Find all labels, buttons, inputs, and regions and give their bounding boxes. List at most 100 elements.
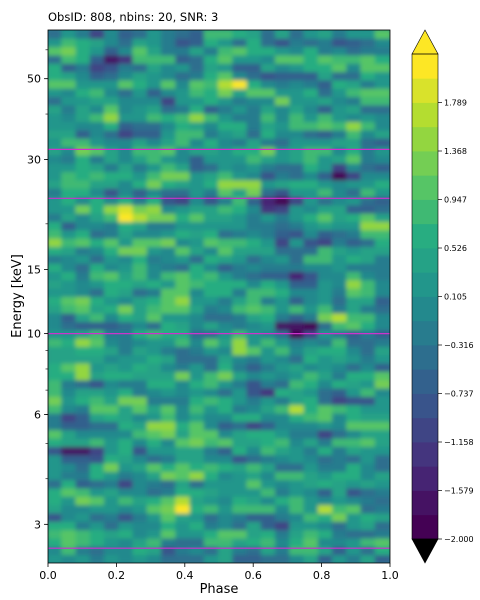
heatmap-cell xyxy=(175,37,192,48)
heatmap-cell xyxy=(246,504,263,514)
heatmap-cell xyxy=(75,212,92,222)
heatmap-cell xyxy=(175,246,192,256)
heatmap-cell xyxy=(232,87,249,98)
heatmap-cell xyxy=(246,96,263,106)
heatmap-cell xyxy=(189,54,206,64)
heatmap-cell xyxy=(189,371,206,381)
heatmap-cell xyxy=(89,154,107,164)
heatmap-cell xyxy=(218,104,235,114)
heatmap-cell xyxy=(260,171,278,181)
heatmap-cell xyxy=(332,212,349,222)
heatmap-cell xyxy=(260,237,278,247)
heatmap-cell xyxy=(61,395,78,406)
heatmap-cell xyxy=(260,462,278,472)
heatmap-cell xyxy=(75,54,92,64)
heatmap-cell xyxy=(246,379,263,389)
heatmap-cell xyxy=(89,321,107,331)
heatmap-cell xyxy=(75,362,92,372)
heatmap-cell xyxy=(203,337,221,347)
heatmap-cell xyxy=(132,262,149,272)
heatmap-cell xyxy=(118,412,135,422)
heatmap-cell xyxy=(104,537,121,547)
heatmap-cell xyxy=(75,379,92,389)
heatmap-cell xyxy=(360,487,377,497)
heatmap-cell xyxy=(161,321,178,331)
heatmap-cell xyxy=(146,495,164,506)
heatmap-cell xyxy=(289,87,306,98)
heatmap-cell xyxy=(189,179,206,189)
heatmap-cell xyxy=(260,437,278,447)
heatmap-cell xyxy=(203,46,221,56)
heatmap-cell xyxy=(346,104,363,114)
heatmap-cell xyxy=(203,37,221,48)
heatmap-cell xyxy=(246,387,263,397)
heatmap-cell xyxy=(275,437,292,447)
heatmap-cell xyxy=(317,30,335,39)
heatmap-cell xyxy=(104,346,121,356)
heatmap-cell xyxy=(104,154,121,164)
heatmap-cell xyxy=(303,279,320,289)
heatmap-cell xyxy=(346,121,363,131)
heatmap-cell xyxy=(360,387,377,397)
heatmap-cell xyxy=(175,71,192,81)
heatmap-cell xyxy=(360,445,377,456)
heatmap-cell xyxy=(374,312,390,322)
heatmap-cell xyxy=(260,504,278,514)
heatmap-cell xyxy=(260,146,278,156)
heatmap-cell xyxy=(161,121,178,131)
heatmap-cell xyxy=(61,254,78,264)
heatmap-cell xyxy=(332,312,349,322)
heatmap-cell xyxy=(260,387,278,397)
heatmap-cell xyxy=(203,437,221,447)
heatmap-cell xyxy=(360,346,377,356)
heatmap-cell xyxy=(275,412,292,422)
heatmap-cell xyxy=(161,512,178,522)
heatmap-cell xyxy=(246,312,263,322)
heatmap-cell xyxy=(246,154,263,164)
heatmap-cell xyxy=(132,312,149,322)
heatmap-cell xyxy=(374,346,390,356)
heatmap-cell xyxy=(61,420,78,431)
heatmap-cell xyxy=(303,487,320,497)
heatmap-cell xyxy=(132,346,149,356)
heatmap-cell xyxy=(203,212,221,222)
heatmap-cell xyxy=(61,179,78,189)
heatmap-cell xyxy=(332,362,349,372)
heatmap-cell xyxy=(303,429,320,439)
heatmap-cell xyxy=(360,262,377,272)
heatmap-cell xyxy=(303,470,320,481)
heatmap-cell xyxy=(132,254,149,264)
heatmap-cell xyxy=(218,187,235,197)
heatmap-cell xyxy=(146,346,164,356)
heatmap-cell xyxy=(61,346,78,356)
heatmap-cell xyxy=(175,312,192,322)
heatmap-cell xyxy=(89,479,107,489)
heatmap-cell xyxy=(203,71,221,81)
heatmap-cell xyxy=(48,462,64,472)
heatmap-cell xyxy=(104,529,121,539)
heatmap-cell xyxy=(61,246,78,256)
heatmap-cell xyxy=(146,112,164,123)
heatmap-cell xyxy=(374,479,390,489)
heatmap-cell xyxy=(218,254,235,264)
heatmap-cell xyxy=(118,395,135,406)
heatmap-cell xyxy=(218,262,235,272)
heatmap-cell xyxy=(317,71,335,81)
heatmap-cell xyxy=(175,87,192,98)
heatmap-cell xyxy=(346,212,363,222)
heatmap-cell xyxy=(289,46,306,56)
heatmap-cell xyxy=(218,96,235,106)
heatmap-cell xyxy=(175,287,192,297)
heatmap-cell xyxy=(246,337,263,347)
heatmap-cell xyxy=(132,462,149,472)
heatmap-cell xyxy=(346,171,363,181)
heatmap-cell xyxy=(175,46,192,56)
heatmap-cell xyxy=(360,112,377,123)
heatmap-cell xyxy=(317,487,335,497)
heatmap-cell xyxy=(48,479,64,489)
heatmap-cell xyxy=(48,529,64,539)
heatmap-cell xyxy=(303,62,320,73)
heatmap-cell xyxy=(161,162,178,173)
heatmap-cell xyxy=(303,171,320,181)
heatmap-cell xyxy=(175,445,192,456)
